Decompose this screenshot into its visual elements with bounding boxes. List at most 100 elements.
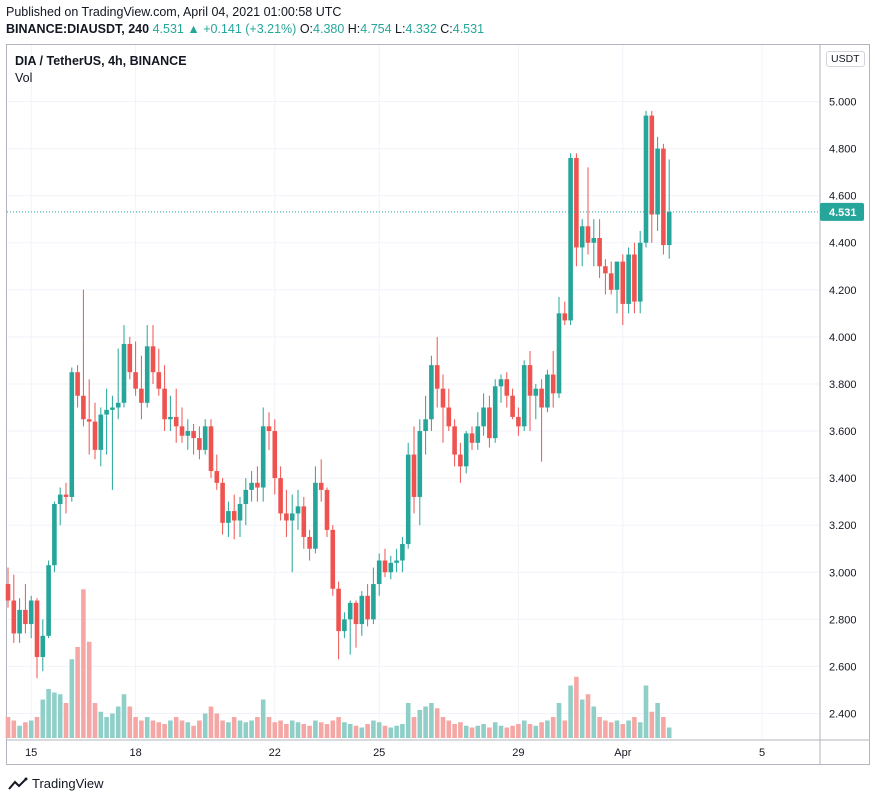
y-tick-label: 3.000 [829,567,857,579]
candle-body [214,471,220,483]
candle-body [533,388,539,396]
candle-body [243,489,249,505]
candle-body [342,619,347,632]
currency-badge[interactable]: USDT [826,51,865,67]
volume-bar [237,720,243,738]
y-tick-label: 4.200 [829,285,857,297]
candle-body [504,379,510,396]
volume-bar [516,724,521,738]
volume-bar [243,722,249,738]
candle-body [46,565,51,636]
candle-body [40,635,46,658]
volume-bar [110,713,115,738]
last-price-label: 4.531 [829,207,857,219]
candle-body [28,600,34,625]
candle-body [98,414,104,450]
high-value: 4.754 [360,22,392,36]
footer-brand[interactable]: TradingView [8,776,104,791]
candle-body [527,365,533,396]
volume-bar [289,720,295,738]
volume-bar [539,722,544,738]
volume-bar [313,720,318,738]
candle-body [521,365,527,427]
volume-bar [423,706,428,738]
candle-body [121,343,127,403]
volume-bar [63,703,69,738]
candle-body [585,226,591,243]
candle-body [417,431,423,497]
volume-bar [139,720,144,738]
candle-body [556,313,562,394]
candle-body [226,511,231,523]
volume-bar [330,720,336,738]
volume-bar [632,717,637,738]
volume-bar [249,720,254,738]
low-label: L: [395,22,406,36]
volume-bar [626,720,631,738]
low-value: 4.332 [405,22,437,36]
volume-bar [649,711,655,738]
candle-body [162,388,167,420]
volume-bar [556,703,562,738]
volume-bar [104,717,109,738]
volume-bar [585,694,591,738]
volume-bar [498,725,504,738]
volume-bar [156,722,162,738]
x-tick-label: 22 [269,747,281,759]
y-tick-label: 3.200 [829,520,857,532]
candle-body [597,238,602,267]
y-tick-label: 4.000 [829,332,857,344]
volume-bar [301,724,307,738]
chart-legend-title: DIA / TetherUS, 4h, BINANCE [15,54,187,68]
open-label: O: [299,22,314,36]
last-price-badge [820,202,864,221]
candle-body [57,494,63,505]
candle-body [139,388,144,403]
publish-info: Published on TradingView.com, April 04, … [6,5,342,19]
candle-body [614,261,620,290]
candle-body [324,489,330,530]
volume-bar [382,725,388,738]
volume-bar [597,717,602,738]
volume-bar [17,725,22,738]
candle-body [498,379,504,387]
volume-bar [69,659,75,738]
candle-body [637,242,643,302]
candle-body [487,407,492,439]
candle-body [5,584,11,601]
candle-body [510,395,515,417]
candle-body [394,560,399,563]
candle-body [69,372,75,497]
volume-bar [405,703,411,738]
candle-body [63,494,69,497]
volume-bar [28,720,34,738]
candle-body [539,388,544,408]
candle-body [371,584,376,620]
volume-bar [98,711,104,738]
x-tick-label: 5 [759,747,765,759]
volume-bar [371,720,376,738]
y-tick-label: 5.000 [829,97,857,109]
volume-bar [458,722,463,738]
y-tick-label: 4.600 [829,191,857,203]
volume-bar [545,720,550,738]
volume-bar [359,727,365,738]
candle-body [127,343,133,373]
volume-bar [150,720,156,738]
volume-bar [121,694,127,738]
volume-bar [127,706,133,738]
candle-body [463,433,469,467]
volume-bar [550,717,556,738]
candle-body [405,454,411,545]
candle-body [156,372,162,389]
volume-bar [5,717,11,738]
open-value: 4.380 [313,22,345,36]
x-tick-label: 15 [25,747,37,759]
volume-bar [365,724,370,738]
close-value: 4.531 [452,22,485,36]
volume-bar [214,713,220,738]
candle-body [603,266,608,274]
volume-legend-label: Vol [15,71,33,85]
x-tick-label: 25 [373,747,385,759]
